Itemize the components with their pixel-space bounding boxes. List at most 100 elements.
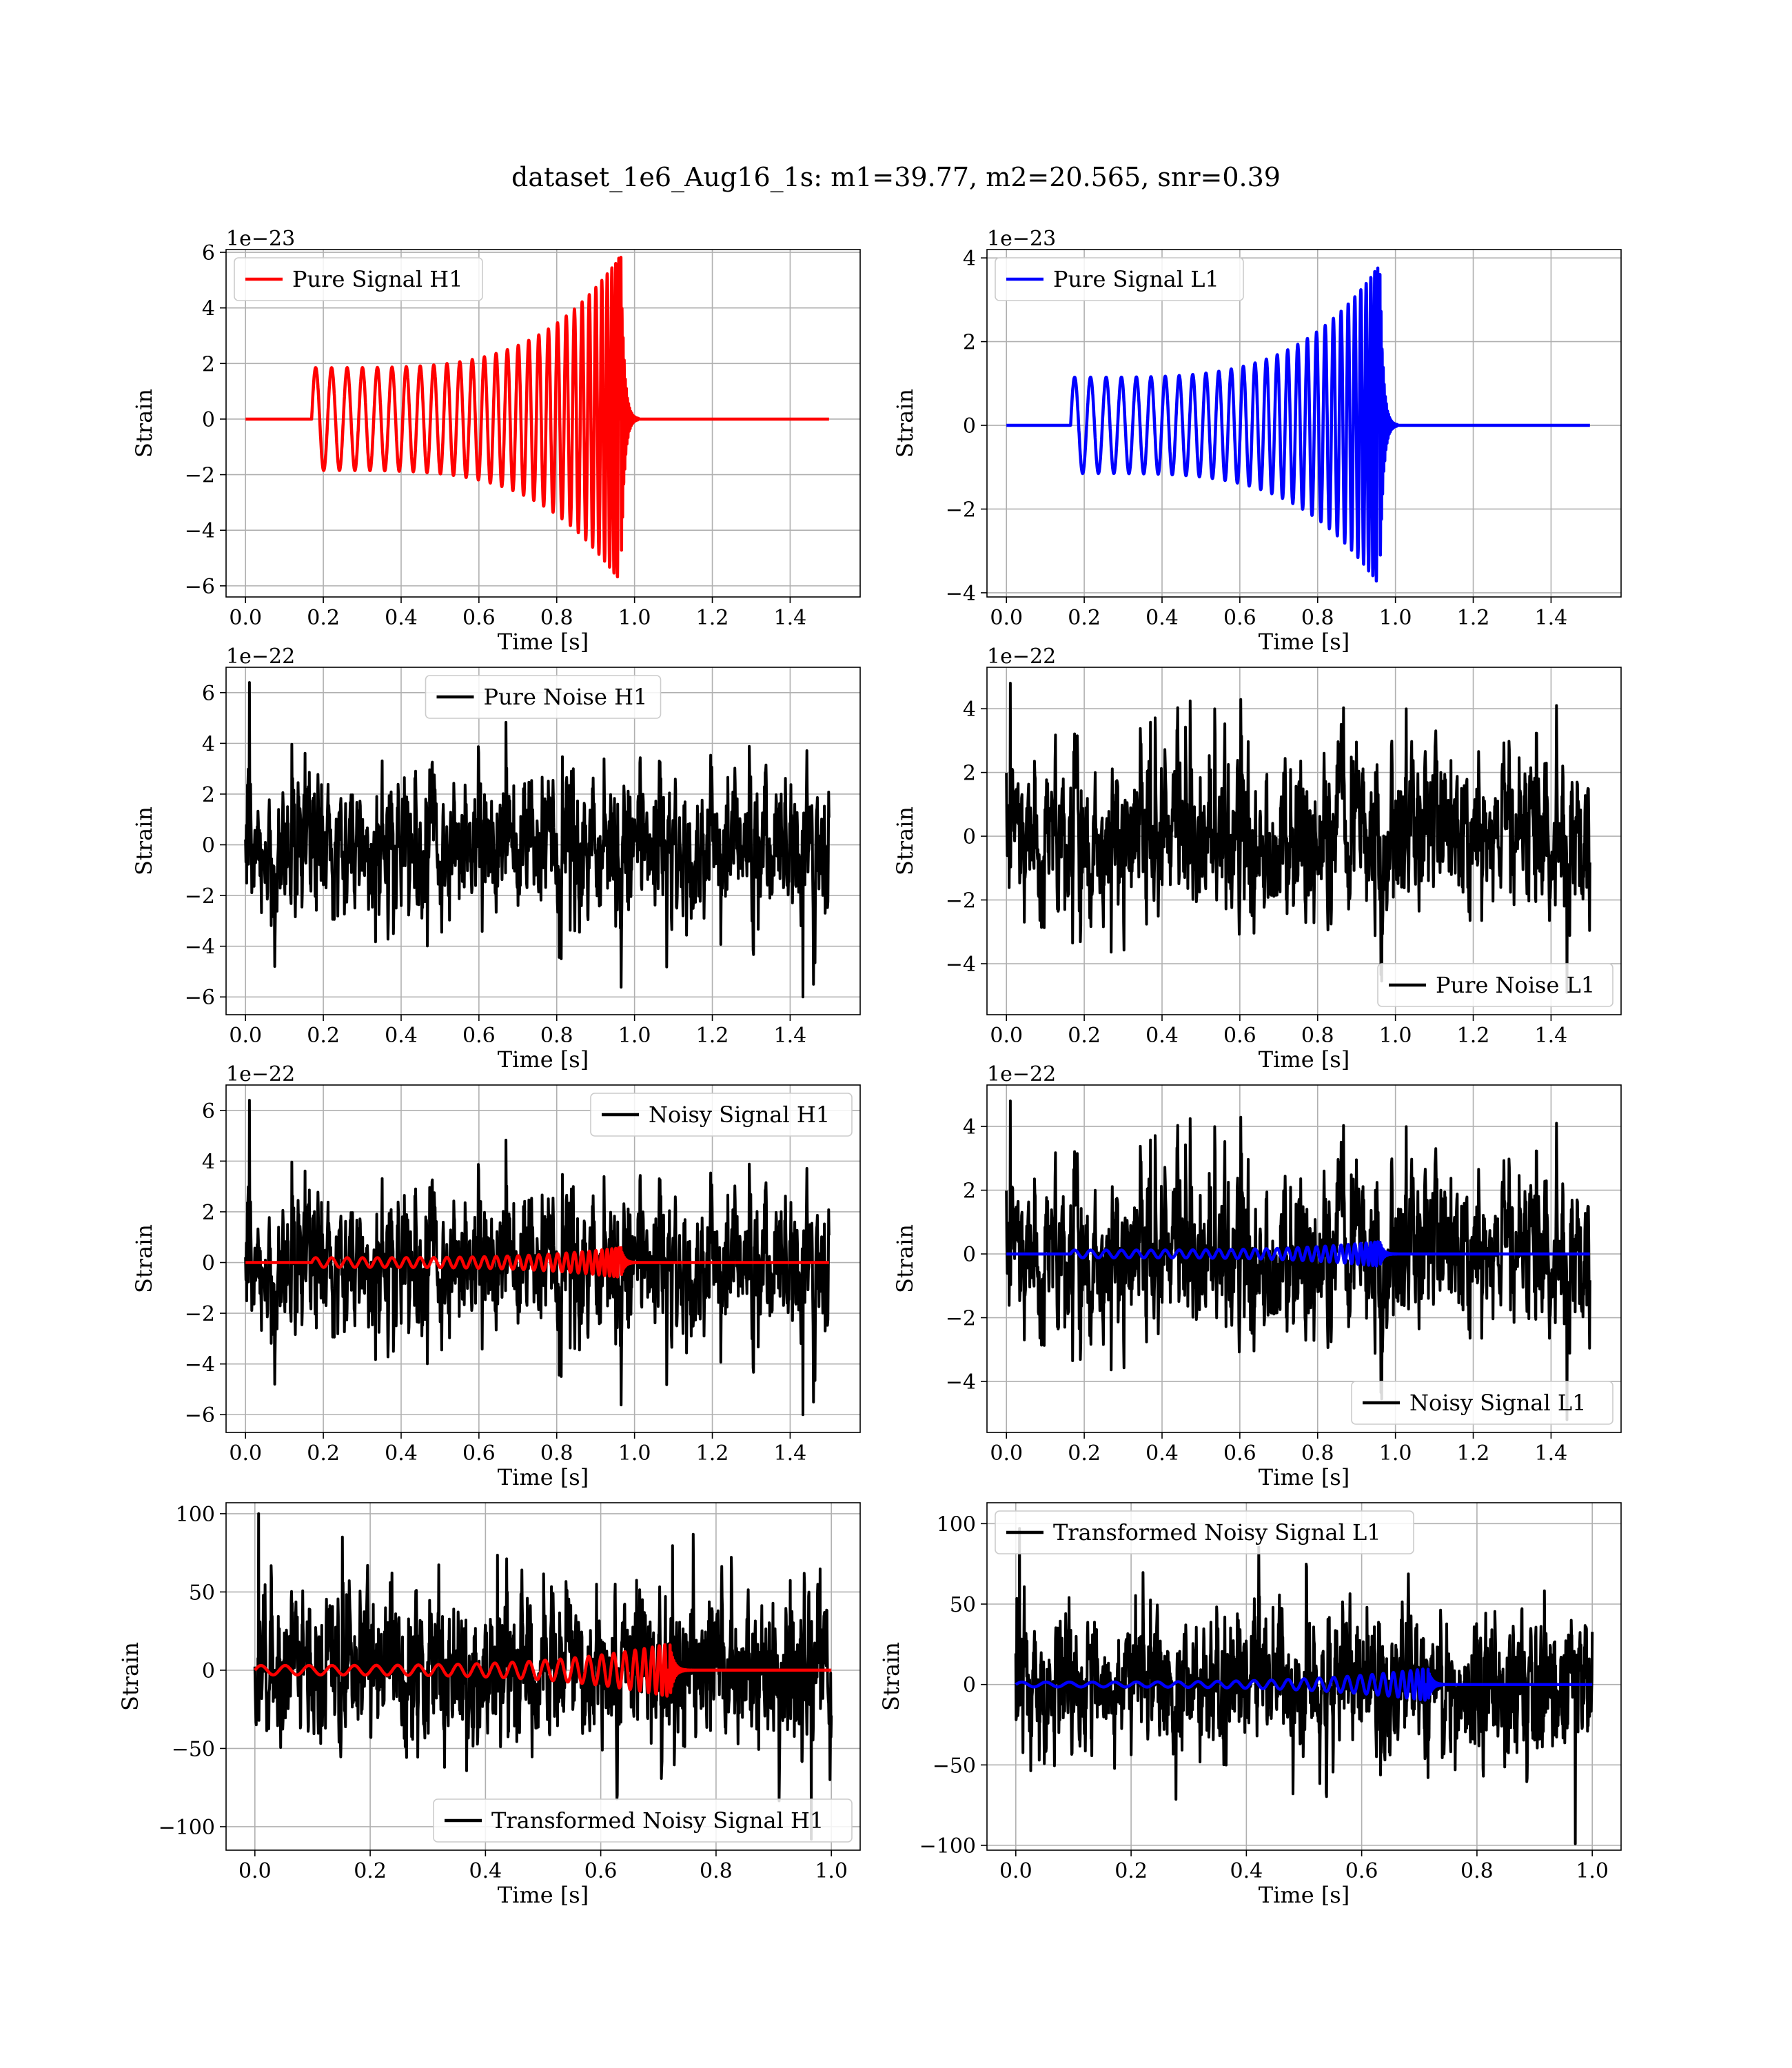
x-tick-label: 1.0 xyxy=(1379,606,1412,630)
y-tick-label: −6 xyxy=(185,575,215,599)
offset-text: 1e−22 xyxy=(226,645,295,669)
legend-box xyxy=(234,257,483,301)
x-axis-label: Time [s] xyxy=(498,1046,589,1073)
legend-label: Transformed Noisy Signal L1 xyxy=(1053,1519,1381,1545)
y-tick-label: 2 xyxy=(963,762,976,786)
x-tick-label: 0.6 xyxy=(462,1024,496,1048)
chart-transformed-noisy-signal-l1: 0.0 0.2 0.4 0.6 0.8 1.0 −100 −50 0 50 100 Time [s] S… xyxy=(878,1502,1622,1908)
x-tick-label: 1.4 xyxy=(1535,606,1568,630)
series-line-chirp xyxy=(1005,1240,1591,1268)
tick-group: 0.0 0.2 0.4 0.6 0.8 1.0 −100 −50 0 50 100 xyxy=(919,1512,1609,1883)
y-tick-label: −4 xyxy=(185,519,215,543)
y-tick-label: 2 xyxy=(202,1201,215,1225)
y-tick-label: 0 xyxy=(963,825,976,849)
x-tick-label: 0.8 xyxy=(540,1024,573,1048)
x-tick-label: 1.2 xyxy=(1457,606,1490,630)
legend: Pure Noise L1 xyxy=(1377,963,1613,1007)
y-tick-label: 2 xyxy=(202,783,215,807)
x-tick-label: 1.4 xyxy=(774,1441,807,1466)
y-axis-label: Strain xyxy=(878,1642,904,1711)
y-tick-label: 4 xyxy=(202,732,215,756)
y-tick-label: −4 xyxy=(946,582,976,606)
legend: Transformed Noisy Signal L1 xyxy=(995,1510,1414,1554)
y-axis-label: Strain xyxy=(131,807,157,875)
y-axis-label: Strain xyxy=(892,1224,918,1293)
y-tick-label: −4 xyxy=(185,935,215,960)
y-tick-label: −4 xyxy=(946,953,976,977)
x-tick-label: 0.0 xyxy=(999,1859,1032,1883)
x-tick-label: 1.0 xyxy=(618,1441,651,1466)
x-tick-label: 0.0 xyxy=(990,1024,1023,1048)
legend: Pure Signal L1 xyxy=(995,257,1244,301)
series-group xyxy=(1005,266,1591,583)
x-tick-label: 0.2 xyxy=(307,606,340,630)
series-line-pure-signal-h1 xyxy=(244,256,831,578)
x-tick-label: 0.4 xyxy=(385,1441,418,1466)
y-tick-label: 4 xyxy=(202,1150,215,1174)
y-tick-label: 4 xyxy=(202,297,215,321)
x-tick-label: 0.2 xyxy=(1068,1441,1101,1466)
x-axis-label: Time [s] xyxy=(1259,1464,1350,1490)
offset-text: 1e−23 xyxy=(987,227,1056,251)
series-group xyxy=(244,1099,831,1417)
legend-box xyxy=(1351,1381,1613,1425)
y-tick-label: −4 xyxy=(185,1353,215,1377)
legend: Pure Signal H1 xyxy=(234,257,483,301)
x-tick-label: 0.6 xyxy=(1223,1024,1256,1048)
x-tick-label: 0.0 xyxy=(229,1441,262,1466)
x-tick-label: 0.4 xyxy=(1230,1859,1263,1883)
x-tick-label: 0.0 xyxy=(238,1859,272,1883)
x-tick-label: 0.4 xyxy=(385,1024,418,1048)
axes-frame xyxy=(225,667,861,1015)
y-tick-label: 0 xyxy=(202,834,215,858)
legend-box xyxy=(995,1510,1414,1554)
x-tick-label: 0.0 xyxy=(229,606,262,630)
figure-title: dataset_1e6_Aug16_1s: m1=39.77, m2=20.56… xyxy=(511,162,1281,193)
chart-pure-signal-h1: 0.0 0.2 0.4 0.6 0.8 1.0 1.2 1.4 −6 −4 −2 0 2 4 6 Time [… xyxy=(131,227,861,655)
x-tick-label: 1.4 xyxy=(774,1024,807,1048)
legend-box xyxy=(590,1093,853,1137)
legend-box xyxy=(995,257,1244,301)
y-tick-label: 6 xyxy=(202,241,215,265)
x-tick-label: 0.2 xyxy=(354,1859,387,1883)
x-axis-label: Time [s] xyxy=(498,629,589,655)
y-axis-label: Strain xyxy=(117,1642,143,1711)
x-tick-label: 0.8 xyxy=(1301,606,1334,630)
series-line-transformed-noisy-signal-h1 xyxy=(253,1512,833,1841)
x-tick-label: 1.0 xyxy=(1379,1024,1412,1048)
legend-label: Noisy Signal L1 xyxy=(1409,1390,1587,1416)
legend-label: Noisy Signal H1 xyxy=(649,1102,830,1128)
x-tick-label: 0.6 xyxy=(1345,1859,1378,1883)
y-tick-label: −2 xyxy=(185,884,215,909)
series-line-pure-noise-l1 xyxy=(1005,682,1591,994)
x-tick-label: 0.0 xyxy=(990,606,1023,630)
x-tick-label: 1.0 xyxy=(618,1024,651,1048)
series-line-chirp xyxy=(244,1246,831,1279)
axes-frame xyxy=(225,1502,861,1851)
y-tick-label: 4 xyxy=(963,698,976,722)
x-tick-label: 1.2 xyxy=(1457,1441,1490,1466)
x-tick-label: 0.4 xyxy=(1146,1441,1179,1466)
x-tick-label: 1.2 xyxy=(696,1024,729,1048)
offset-text: 1e−22 xyxy=(226,1062,295,1086)
tick-group: 0.0 0.2 0.4 0.6 0.8 1.0 1.2 1.4 −4 −2 0 2 4 xyxy=(946,247,1567,630)
legend-label: Pure Noise H1 xyxy=(484,684,648,710)
x-tick-label: 0.2 xyxy=(1114,1859,1148,1883)
tick-group: 0.0 0.2 0.4 0.6 0.8 1.0 1.2 1.4 −4 −2 0 2 4 xyxy=(946,1115,1567,1466)
y-tick-label: −2 xyxy=(946,498,976,522)
x-tick-label: 1.4 xyxy=(1535,1024,1568,1048)
x-axis-label: Time [s] xyxy=(498,1882,589,1908)
offset-text: 1e−22 xyxy=(987,645,1056,669)
x-axis-label: Time [s] xyxy=(1259,1046,1350,1073)
x-tick-label: 0.8 xyxy=(540,606,573,630)
series-line-pure-signal-l1 xyxy=(1005,266,1591,583)
x-tick-label: 0.8 xyxy=(1301,1024,1334,1048)
series-group xyxy=(1005,1099,1591,1421)
x-tick-label: 0.8 xyxy=(700,1859,733,1883)
y-tick-label: 0 xyxy=(202,1659,215,1683)
tick-group: 0.0 0.2 0.4 0.6 0.8 1.0 1.2 1.4 −6 −4 −2 0 2 4 6 xyxy=(185,1099,806,1466)
x-axis-label: Time [s] xyxy=(1259,629,1350,655)
axes-frame xyxy=(986,667,1622,1015)
x-tick-label: 1.2 xyxy=(696,1441,729,1466)
